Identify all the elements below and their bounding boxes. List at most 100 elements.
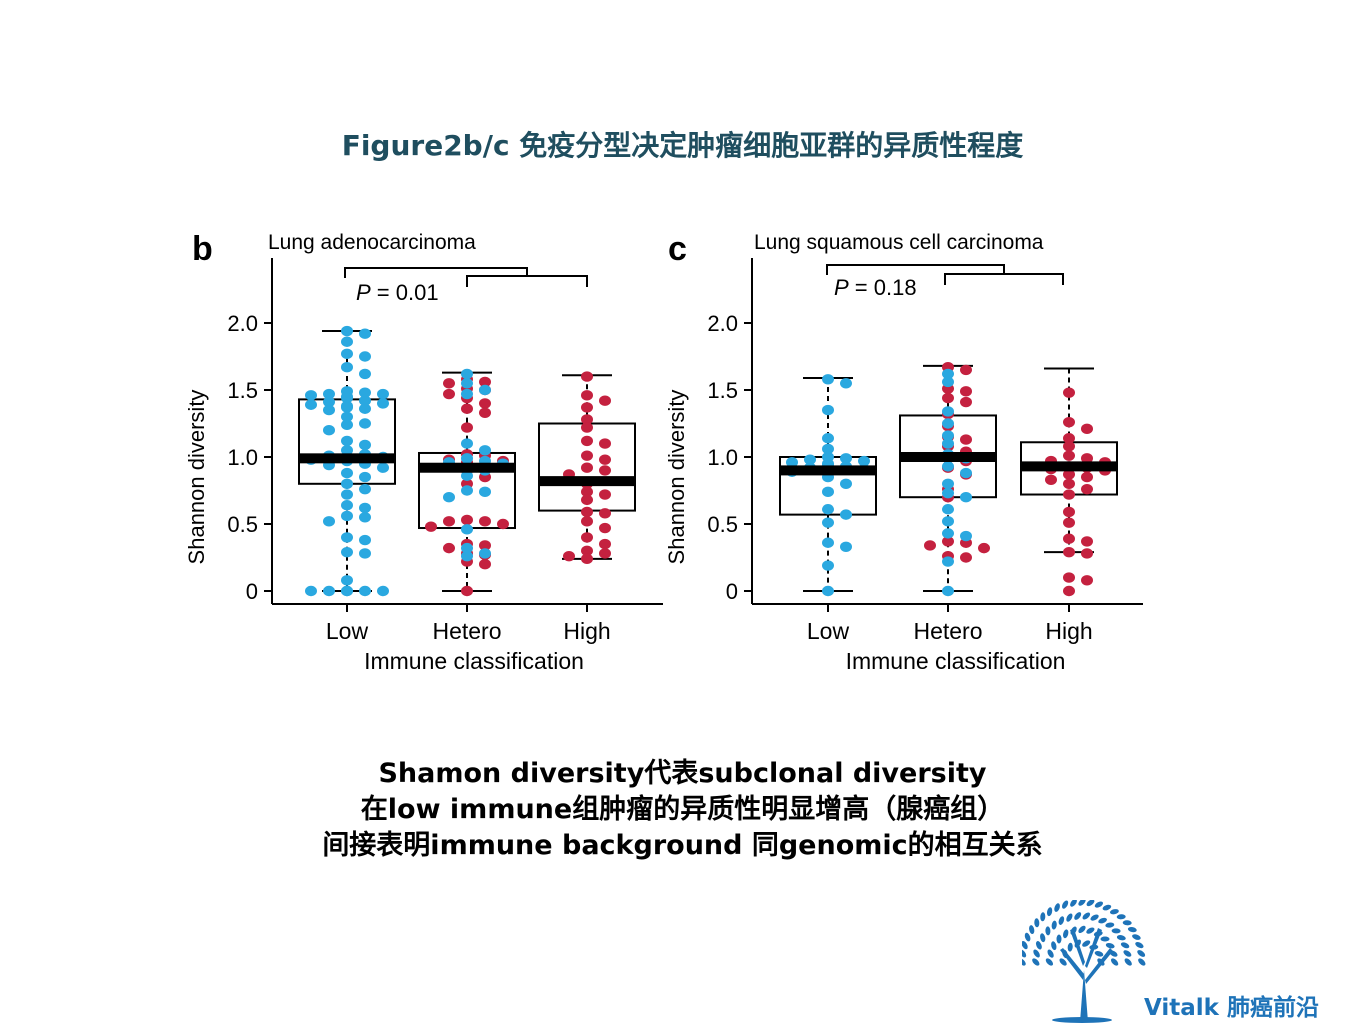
leaf-mark [1045, 958, 1054, 966]
leaf-mark [1056, 934, 1062, 944]
leaf-mark [1094, 901, 1104, 908]
leaf-mark [1046, 907, 1053, 917]
data-point-blue [822, 486, 834, 498]
tree-icon [1022, 900, 1146, 1023]
data-point-blue [461, 378, 473, 389]
p-value-label: P = 0.01 [356, 280, 439, 305]
box-median [299, 453, 395, 464]
data-point-red [581, 435, 593, 447]
data-point-blue [942, 430, 954, 441]
data-point-red [581, 545, 593, 556]
leaf-mark [1074, 939, 1081, 948]
leaf-mark [1093, 931, 1103, 937]
leaf-mark [1110, 958, 1119, 966]
y-tick-label: 2.0 [227, 311, 258, 336]
data-point-red [1063, 585, 1075, 597]
data-point-blue [461, 550, 473, 562]
data-point-blue [479, 384, 491, 396]
data-point-red [942, 536, 954, 547]
data-point-red [479, 516, 491, 527]
data-point-red [443, 388, 455, 400]
data-point-blue [840, 453, 852, 464]
caption-line-3: 间接表明immune background 同genomic的相互关系 [322, 830, 1043, 861]
leaf-mark [1045, 926, 1051, 936]
data-point-red [1063, 572, 1075, 583]
x-tick-label: Hetero [913, 618, 982, 644]
data-point-blue [377, 388, 389, 400]
leaf-mark [1022, 958, 1026, 966]
data-point-blue [341, 510, 353, 522]
data-point-blue [461, 542, 473, 554]
data-point-blue [960, 530, 972, 542]
leaf-mark [1074, 912, 1082, 920]
data-point-blue [323, 388, 335, 400]
data-point-blue [341, 348, 353, 360]
data-point-blue [359, 585, 371, 597]
p-value-label: P = 0.18 [834, 275, 917, 300]
data-point-red [960, 396, 972, 408]
leaf-mark [1070, 900, 1077, 907]
data-point-blue [822, 585, 834, 597]
data-point-blue [479, 445, 491, 456]
leaf-mark [1116, 935, 1126, 941]
data-point-blue [804, 454, 816, 465]
data-point-blue [461, 388, 473, 400]
data-point-red [479, 559, 491, 570]
data-point-red [599, 522, 611, 534]
data-point-blue [822, 374, 834, 385]
data-point-blue [942, 438, 954, 449]
leaf-mark [1063, 929, 1069, 939]
data-point-blue [359, 395, 371, 406]
data-point-blue [377, 585, 389, 597]
data-point-red [1063, 450, 1075, 461]
data-point-blue [323, 516, 335, 527]
data-point-blue [341, 585, 353, 597]
data-point-blue [341, 402, 353, 413]
y-tick-label: 1.5 [227, 378, 258, 403]
data-point-red [1081, 471, 1093, 483]
y-axis-label: Shannon diversity [184, 390, 209, 565]
data-point-blue [359, 403, 371, 414]
data-point-red [1063, 387, 1075, 398]
data-point-red [425, 521, 437, 532]
data-point-blue [479, 486, 491, 498]
leaf-mark [1034, 918, 1040, 928]
data-point-blue [942, 418, 954, 429]
data-point-red [1063, 517, 1075, 528]
data-point-red [581, 414, 593, 425]
data-point-blue [461, 524, 473, 535]
data-point-red [1063, 433, 1075, 444]
data-point-blue [822, 504, 834, 515]
leaf-mark [1098, 917, 1107, 924]
data-point-blue [461, 368, 473, 380]
data-point-blue [461, 453, 473, 464]
y-tick-label: 1.0 [227, 445, 258, 470]
leaf-mark [1132, 934, 1141, 940]
data-point-red [924, 540, 936, 551]
chart-panel-b: b Lung adenocarcinoma 0 0.5 1.0 1.5 2.0 Shannon… [184, 230, 663, 674]
data-point-blue [359, 418, 371, 429]
data-point-blue [341, 362, 353, 373]
data-point-red [497, 518, 509, 530]
data-point-blue [323, 585, 335, 597]
data-point-blue [942, 376, 954, 388]
data-point-blue [341, 546, 353, 558]
data-point-red [461, 422, 473, 433]
data-point-blue [377, 398, 389, 409]
significance-bracket [944, 273, 1064, 285]
y-axis-label: Shannon diversity [664, 390, 689, 565]
significance-bracket [344, 267, 528, 278]
box-median [900, 452, 996, 462]
data-point-blue [323, 425, 335, 436]
data-point-red [581, 532, 593, 543]
leaf-mark [1105, 922, 1115, 928]
data-point-blue [942, 585, 954, 597]
data-point-red [1081, 423, 1093, 435]
data-point-red [1063, 546, 1075, 558]
data-point-blue [443, 492, 455, 503]
y-tick-label: 0 [246, 579, 258, 604]
x-tick-label: Low [326, 618, 369, 644]
leaf-mark [1124, 958, 1132, 966]
leaf-mark [1051, 920, 1057, 930]
leaf-mark [1029, 925, 1035, 935]
